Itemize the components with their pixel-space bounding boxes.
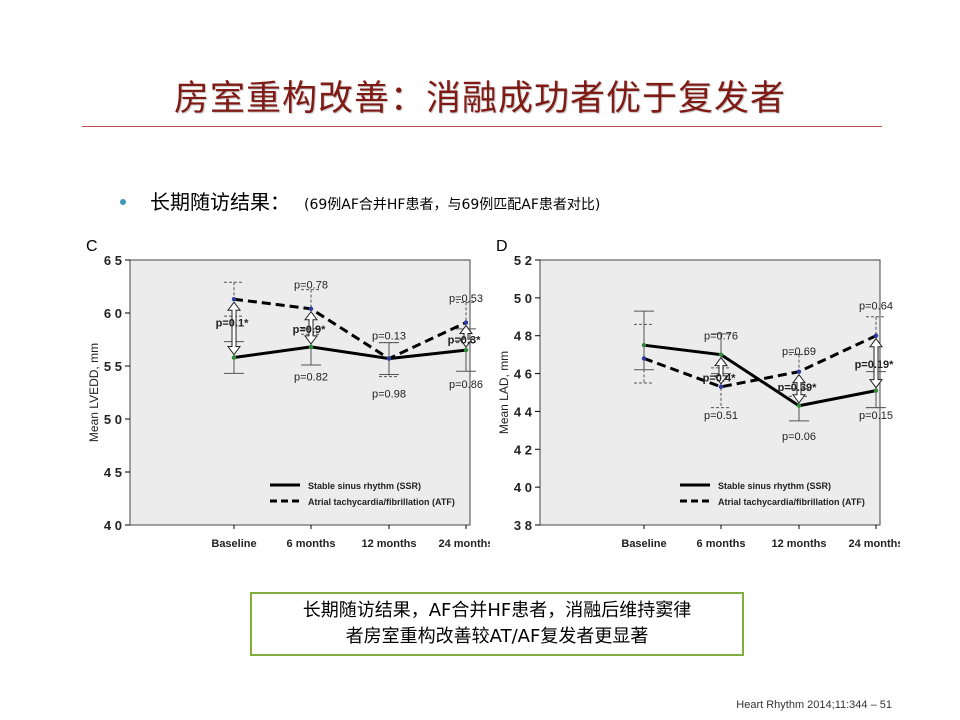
y-tick-label: 3 8 [514,518,532,533]
series-line-atf [233,297,467,361]
chart-lad: 3 8 4 0 4 2 4 4 4 6 4 8 5 0 5 2 Mean LAD, mm Base… [497,253,900,550]
p-value-label: p=0.3* [448,335,481,347]
summary-callout: 长期随访结果，AF合并HF患者，消融后维持窦律 者房室重构改善较AT/AF复发者… [250,592,744,656]
p-value-label: p=0.78 [294,279,328,291]
bullet-main-text: 长期随访结果： [150,190,290,214]
data-point-atf [308,306,314,311]
chart-lvedd: 4 0 4 5 5 0 5 5 6 0 6 5 Mean LVEDD, mm Baseline… [87,253,490,550]
slide-title: 房室重构改善：消融成功者优于复发者 [173,79,786,119]
x-tick-label: Baseline [621,538,666,550]
comparison-arrow [714,356,728,385]
legend-label: Atrial tachycardia/fibrillation (ATF) [308,497,455,507]
plot-area [129,259,471,526]
p-value-label: p=0.9* [293,324,326,336]
p-value-label: p=0.76 [704,331,738,343]
data-point-ssr [796,403,802,408]
p-value-label: p=0.86 [449,379,483,391]
data-point-atf [718,384,724,390]
p-value-label: p=0.69 [782,346,816,358]
callout-line-2: 者房室重构改善较AT/AF复发者更显著 [345,626,649,647]
comparison-arrow [227,301,241,356]
comparison-arrow [304,310,318,345]
bullet-item: 长期随访结果： (69例AF合并HF患者，与69例匹配AF患者对比) [120,186,600,214]
p-value-label: p=0.06 [782,431,816,443]
bullet-dot-icon [120,199,126,205]
p-value-label: p=0.51 [704,410,738,422]
p-value-label: p=0.64 [859,300,893,312]
series-line-ssr [643,343,877,408]
x-tick-label: 24 months [848,538,900,550]
y-tick-label: 4 8 [514,329,532,344]
y-tick-label: 4 0 [104,518,122,533]
comparison-arrow [792,373,806,404]
data-point-atf [463,320,469,325]
comparison-arrow [459,324,473,348]
legend-label: Stable sinus rhythm (SSR) [308,481,421,491]
plot-area [539,259,881,526]
y-tick-label: 5 2 [514,253,532,268]
title-divider [82,126,882,127]
x-tick-label: 6 months [287,538,336,550]
data-point-ssr [308,344,314,350]
y-tick-label: 4 6 [514,367,532,382]
p-value-label: p=0.82 [294,372,328,384]
x-tick-label: 12 months [361,538,416,550]
y-tick-label: 5 0 [514,291,532,306]
callout-line-1: 长期随访结果，AF合并HF患者，消融后维持窦律 [302,600,692,621]
p-value-label: p=0.53 [449,293,483,305]
p-value-label: p=0.15 [859,410,893,422]
legend-label: Atrial tachycardia/fibrillation (ATF) [718,497,865,507]
series-line-atf [643,334,877,389]
bullet-sub-text: (69例AF合并HF患者，与69例匹配AF患者对比) [304,197,601,213]
p-value-label: p=0.1* [216,318,249,330]
x-tick-label: 6 months [697,538,746,550]
y-tick-label: 4 2 [514,442,532,457]
p-value-label: p=0.13 [372,330,406,342]
y-tick-label: 6 0 [104,306,122,321]
x-tick-label: 24 months [438,538,490,550]
y-axis-title: Mean LAD, mm [497,351,511,434]
p-value-label: p=0.4* [703,372,736,384]
panel-label-d: D [496,238,508,255]
x-tick-label: Baseline [211,538,256,550]
p-value-label: p=0.39* [778,382,818,394]
citation: Heart Rhythm 2014;11:344 – 51 [736,699,892,711]
y-tick-label: 4 0 [514,480,532,495]
y-tick-label: 4 5 [104,465,122,480]
series-line-ssr [233,345,467,361]
y-tick-label: 6 5 [104,253,122,268]
data-point-ssr [718,352,724,357]
y-tick-label: 5 5 [104,359,122,374]
y-axis-title: Mean LVEDD, mm [87,343,101,442]
p-value-label: p=0.98 [372,389,406,401]
p-value-label: p=0.19* [855,359,895,371]
data-point-atf [796,369,802,374]
panel-label-c: C [86,238,98,255]
comparison-arrow [869,337,883,389]
y-tick-label: 5 0 [104,412,122,427]
data-point-atf [873,333,879,338]
legend-label: Stable sinus rhythm (SSR) [718,481,831,491]
data-point-atf [386,356,392,361]
data-point-ssr [873,388,879,393]
x-tick-label: 12 months [771,538,826,550]
data-point-ssr [231,355,237,360]
data-point-atf [231,297,237,302]
data-point-ssr [463,347,469,353]
data-point-atf [641,356,647,361]
y-tick-label: 4 4 [514,404,533,419]
